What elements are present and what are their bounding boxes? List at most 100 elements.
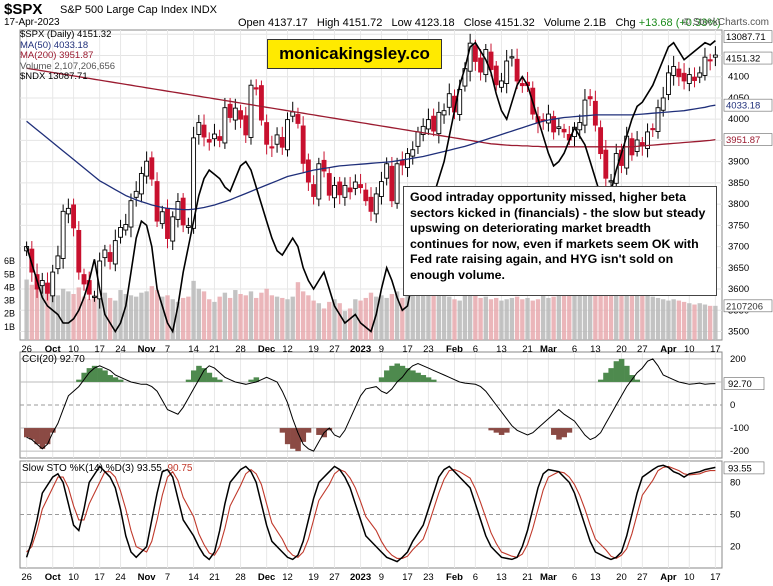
- chart-header: $SPX S&P 500 Large Cap Index INDX 17-Apr…: [0, 0, 773, 30]
- volume-bar: [400, 297, 405, 340]
- index-name: S&P 500 Large Cap Index INDX: [60, 4, 217, 16]
- candle-body: [415, 131, 421, 147]
- volume-bar: [363, 297, 368, 340]
- volume-bar: [525, 297, 530, 340]
- candle-body: [342, 184, 348, 198]
- price-tick-label: 4000: [728, 114, 749, 125]
- cci-tick-label: 0: [730, 400, 735, 411]
- candle-body: [238, 110, 243, 120]
- candle-body: [441, 110, 447, 116]
- x-tick-label-bottom: Nov: [138, 572, 157, 583]
- volume-bar: [133, 296, 139, 340]
- candle-body: [681, 72, 687, 82]
- candle-body: [45, 282, 50, 294]
- cci-fill-neg: [44, 428, 51, 445]
- candle-body: [472, 45, 478, 62]
- x-tick-label: 14: [188, 344, 199, 355]
- volume-bar: [29, 284, 35, 340]
- volume-tick-label: 6B: [4, 256, 15, 266]
- cci-fill-pos: [613, 361, 620, 382]
- volume-bar: [577, 294, 582, 340]
- price-tick-label: 4050: [728, 93, 749, 104]
- volume-bar: [499, 300, 504, 340]
- volume-bar: [483, 296, 488, 340]
- candle-body: [165, 207, 170, 239]
- candle-body: [446, 93, 452, 108]
- x-tick-label: Feb: [446, 344, 463, 355]
- candle-body: [692, 76, 697, 81]
- volume-bar: [561, 295, 567, 340]
- ohlc-readout: Open 4137.17 High 4151.72 Low 4123.18 Cl…: [238, 17, 721, 29]
- candle-body: [138, 173, 144, 195]
- x-tick-label: 28: [235, 344, 246, 355]
- candle-body: [551, 116, 557, 133]
- candle-body: [112, 240, 118, 265]
- candle-body: [587, 96, 593, 100]
- x-tick-label-bottom: 24: [115, 572, 126, 583]
- x-tick-label: 12: [282, 344, 293, 355]
- volume-value-tag: 2107206: [726, 301, 763, 312]
- cci-fill-neg: [498, 428, 505, 435]
- cci-fill-pos: [201, 368, 207, 382]
- volume-bar: [222, 292, 228, 340]
- candle-body: [478, 57, 484, 73]
- volume-bar: [645, 295, 650, 340]
- candle-body: [269, 146, 275, 149]
- cci-fill-pos: [217, 379, 223, 382]
- cci-fill-neg: [29, 428, 35, 440]
- volume-bar: [587, 290, 593, 340]
- volume-bar: [191, 280, 196, 340]
- cci-fill-pos: [389, 365, 395, 382]
- volume-bar: [154, 290, 160, 340]
- sto-label: Slow STO %K(14) %D(3) 93.55, 90.75: [22, 463, 192, 474]
- cci-fill-neg: [295, 428, 301, 452]
- volume-bar: [87, 299, 92, 340]
- volume-bar: [520, 299, 525, 340]
- price-tick-label: 3600: [728, 284, 749, 295]
- x-tick-label-bottom: Apr: [660, 572, 677, 583]
- volume-bar: [572, 291, 577, 340]
- candle-body: [394, 163, 400, 204]
- legend-volume: Volume 2,107,206,656: [20, 60, 116, 72]
- volume-bar: [306, 295, 311, 340]
- volume-bar: [332, 299, 337, 340]
- candle-body: [379, 181, 384, 197]
- candle-body: [76, 229, 82, 273]
- volume-bar: [217, 296, 222, 340]
- x-tick-label-bottom: 21: [209, 572, 220, 583]
- volume-bar: [201, 291, 207, 340]
- volume-bar: [280, 297, 285, 340]
- x-tick-label: 6: [572, 344, 577, 355]
- cci-line: [26, 358, 716, 452]
- candle-body: [347, 187, 353, 193]
- x-tick-label-bottom: 10: [684, 572, 695, 583]
- candle-body: [285, 119, 290, 151]
- volume-bar: [535, 299, 541, 340]
- x-tick-label-bottom: Mar: [540, 572, 557, 583]
- cci-fill-neg: [504, 428, 510, 433]
- cci-fill-pos: [97, 368, 103, 382]
- open-label: Open: [238, 17, 265, 29]
- sto-tick-label: 50: [730, 510, 741, 521]
- candle-body: [154, 181, 160, 222]
- volume-bar: [285, 299, 290, 340]
- volume-bar: [327, 301, 332, 340]
- candle-body: [102, 249, 108, 259]
- index-full-name: S&P 500 Large Cap Index: [60, 4, 188, 16]
- cci-fill-neg: [493, 428, 500, 433]
- volume-bar: [707, 305, 713, 340]
- candle-body: [660, 97, 666, 111]
- cci-fill-pos: [91, 365, 98, 382]
- volume-bar: [102, 292, 108, 340]
- cci-value-tag: 92.70: [728, 379, 752, 390]
- candle-body: [253, 87, 259, 90]
- volume-bar: [593, 292, 598, 340]
- x-tick-label-bottom: Feb: [446, 572, 463, 583]
- candle-body: [582, 99, 588, 126]
- sto-label-k: Slow STO %K(14) %D(3) 93.55,: [22, 463, 165, 474]
- volume-bar: [347, 308, 353, 340]
- volume-bar: [170, 299, 175, 340]
- candle-body: [676, 68, 682, 78]
- candle-body: [425, 119, 431, 130]
- candle-body: [144, 160, 150, 177]
